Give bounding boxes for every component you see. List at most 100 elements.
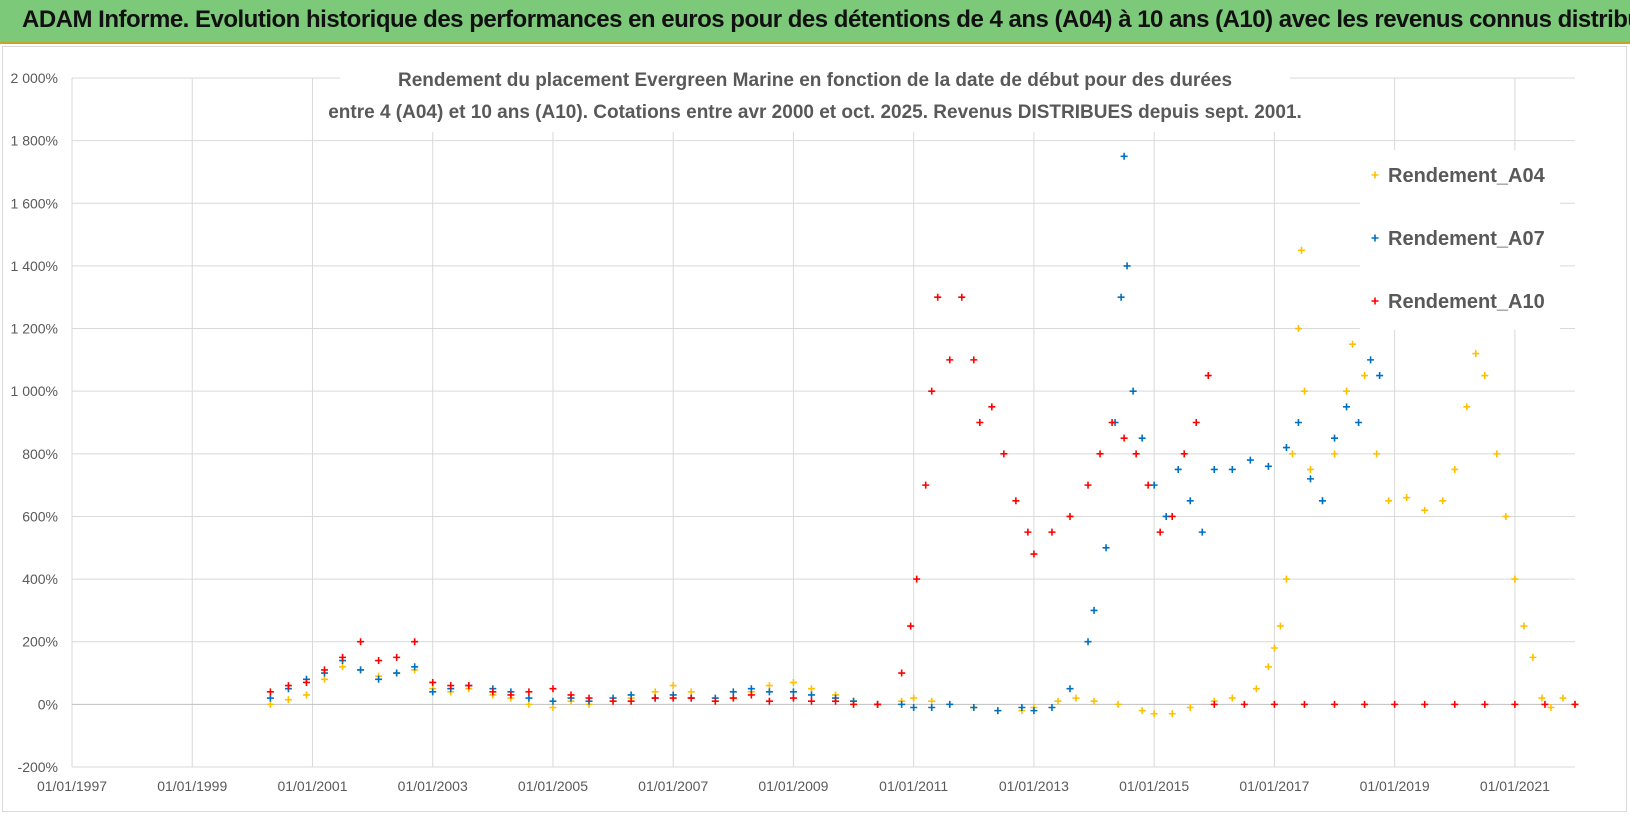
chart-frame bbox=[2, 46, 1627, 812]
data-point bbox=[1228, 694, 1236, 702]
data-point bbox=[1240, 700, 1248, 708]
data-point bbox=[747, 685, 755, 693]
data-point bbox=[651, 688, 659, 696]
legend-background bbox=[1360, 150, 1560, 330]
data-point bbox=[411, 638, 419, 646]
header-banner: ADAM Informe. Evolution historique des p… bbox=[0, 0, 1630, 44]
y-tick-label: 400% bbox=[22, 571, 58, 587]
x-tick-label: 01/01/2021 bbox=[1480, 778, 1550, 794]
data-point bbox=[898, 669, 906, 677]
data-point bbox=[747, 691, 755, 699]
data-point bbox=[1547, 703, 1555, 711]
data-point bbox=[1138, 707, 1146, 715]
data-point bbox=[711, 697, 719, 705]
data-point bbox=[1463, 403, 1471, 411]
data-point bbox=[1276, 622, 1284, 630]
data-point bbox=[549, 697, 557, 705]
data-point bbox=[765, 697, 773, 705]
data-point bbox=[1493, 450, 1501, 458]
data-point bbox=[1018, 703, 1026, 711]
data-point bbox=[1511, 575, 1519, 583]
data-point bbox=[1421, 700, 1429, 708]
data-point bbox=[1331, 450, 1339, 458]
data-point bbox=[1132, 450, 1140, 458]
data-point bbox=[1129, 387, 1137, 395]
data-point bbox=[1030, 707, 1038, 715]
data-point bbox=[1481, 372, 1489, 380]
x-tick-label: 01/01/2003 bbox=[398, 778, 468, 794]
data-point bbox=[1210, 700, 1218, 708]
data-point bbox=[970, 356, 978, 364]
data-point bbox=[1421, 506, 1429, 514]
data-point bbox=[1371, 171, 1379, 179]
data-point bbox=[1066, 685, 1074, 693]
data-point bbox=[1355, 419, 1363, 426]
data-point bbox=[765, 688, 773, 696]
data-point bbox=[429, 688, 437, 696]
data-point bbox=[1054, 697, 1062, 705]
data-point bbox=[1117, 293, 1125, 301]
chart-title-line: entre 4 (A04) et 10 ans (A10). Cotations… bbox=[328, 102, 1302, 123]
data-point bbox=[627, 697, 635, 705]
data-point bbox=[789, 688, 797, 696]
data-point bbox=[910, 694, 918, 702]
x-tick-label: 01/01/2007 bbox=[638, 778, 708, 794]
data-point bbox=[922, 481, 930, 489]
data-point bbox=[525, 694, 533, 702]
data-point bbox=[729, 694, 737, 702]
data-point bbox=[1012, 497, 1020, 505]
y-tick-label: 1 000% bbox=[11, 383, 58, 399]
data-point bbox=[1520, 622, 1528, 630]
data-point bbox=[874, 700, 882, 708]
data-point bbox=[913, 575, 921, 583]
data-point bbox=[1349, 340, 1357, 348]
data-point bbox=[1186, 497, 1194, 505]
data-point bbox=[988, 403, 996, 411]
data-point bbox=[1538, 694, 1546, 702]
data-point bbox=[807, 685, 815, 693]
data-point bbox=[1150, 481, 1158, 489]
data-point bbox=[1300, 700, 1308, 708]
data-point bbox=[567, 691, 575, 699]
x-tick-label: 01/01/2019 bbox=[1360, 778, 1430, 794]
data-point bbox=[321, 666, 329, 674]
data-point bbox=[1024, 528, 1032, 536]
data-point bbox=[284, 696, 292, 704]
data-point bbox=[1150, 710, 1158, 718]
data-point bbox=[807, 691, 815, 699]
data-point bbox=[1319, 497, 1326, 505]
data-point bbox=[1451, 465, 1459, 473]
data-point bbox=[1439, 497, 1447, 505]
chart-title-line: Rendement du placement Evergreen Marine … bbox=[398, 70, 1232, 91]
data-point bbox=[1168, 710, 1176, 718]
data-point bbox=[1529, 653, 1537, 661]
data-point bbox=[1120, 434, 1128, 442]
data-point bbox=[687, 688, 695, 696]
data-point bbox=[1192, 419, 1200, 426]
data-point bbox=[393, 653, 401, 661]
y-tick-label: 0% bbox=[38, 696, 58, 712]
y-tick-label: 1 200% bbox=[11, 321, 58, 337]
data-point bbox=[1180, 450, 1188, 458]
data-point bbox=[1162, 512, 1170, 520]
data-point bbox=[1264, 462, 1272, 470]
data-point bbox=[339, 653, 347, 661]
data-point bbox=[1451, 700, 1459, 708]
data-point bbox=[651, 694, 659, 702]
data-point bbox=[976, 419, 984, 426]
x-tick-label: 01/01/1997 bbox=[37, 778, 107, 794]
data-point bbox=[1084, 481, 1092, 489]
x-tick-label: 01/01/2011 bbox=[879, 778, 948, 794]
x-tick-label: 01/01/2015 bbox=[1119, 778, 1189, 794]
x-tick-label: 01/01/2009 bbox=[758, 778, 828, 794]
data-point bbox=[1502, 512, 1510, 520]
y-tick-label: 800% bbox=[22, 446, 58, 462]
y-tick-label: 200% bbox=[22, 634, 58, 650]
data-point bbox=[970, 703, 978, 711]
data-point bbox=[1066, 512, 1074, 520]
data-point bbox=[729, 688, 737, 696]
data-point bbox=[1385, 497, 1393, 505]
data-point bbox=[1204, 372, 1212, 380]
data-point bbox=[1403, 494, 1411, 502]
data-point bbox=[627, 691, 635, 699]
